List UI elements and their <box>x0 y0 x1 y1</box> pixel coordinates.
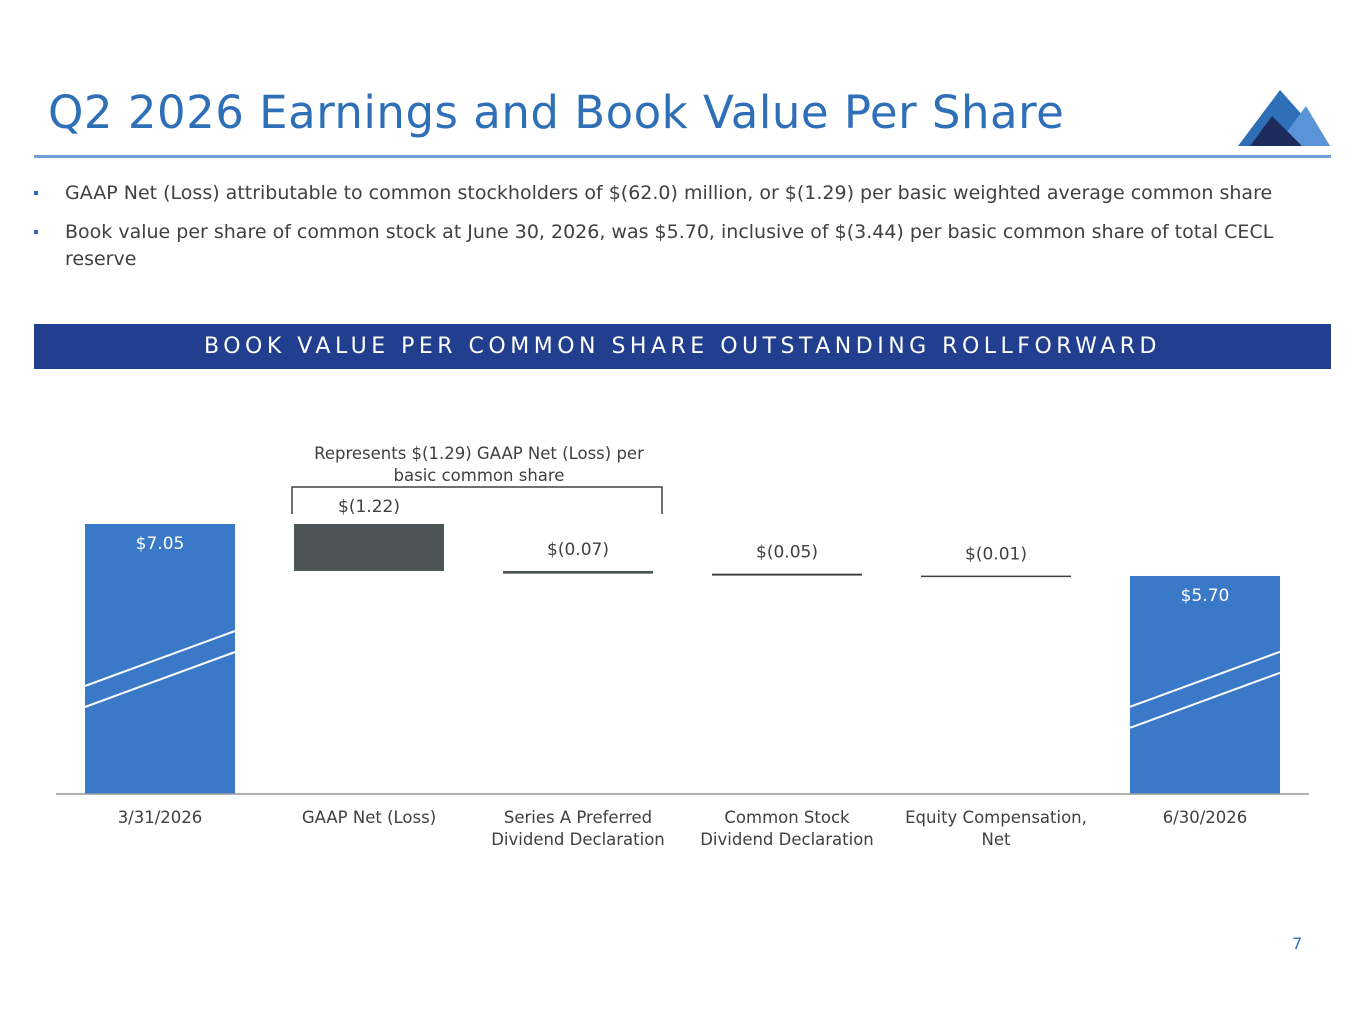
bullet-item: Book value per share of common stock at … <box>34 219 1309 273</box>
category-label: Equity Compensation, <box>905 808 1087 827</box>
data-label: $(0.05) <box>756 543 818 563</box>
bullet-item: GAAP Net (Loss) attributable to common s… <box>34 180 1309 207</box>
category-label: 3/31/2026 <box>118 808 203 827</box>
section-banner: BOOK VALUE PER COMMON SHARE OUTSTANDING … <box>34 324 1331 369</box>
axis-break-line <box>84 651 236 708</box>
axis-break-line <box>84 630 236 687</box>
data-label: $(1.22) <box>338 497 400 517</box>
bullet-list: GAAP Net (Loss) attributable to common s… <box>34 180 1309 285</box>
annotation-bracket <box>291 486 663 514</box>
category-label: GAAP Net (Loss) <box>302 808 436 827</box>
category-label: 6/30/2026 <box>1163 808 1248 827</box>
category-label: Dividend Declaration <box>700 830 874 849</box>
data-label: $5.70 <box>1181 586 1230 606</box>
slide-title: Q2 2026 Earnings and Book Value Per Shar… <box>48 86 1065 139</box>
bullet-text: Book value per share of common stock at … <box>65 221 1274 270</box>
title-divider <box>34 155 1331 158</box>
bar-total <box>1130 575 1280 794</box>
page-number: 7 <box>1292 934 1303 953</box>
category-label: Series A Preferred <box>504 808 652 827</box>
axis-break-line <box>1129 671 1281 729</box>
bar-delta <box>503 570 653 574</box>
category-label: Dividend Declaration <box>491 830 665 849</box>
data-label: $(0.07) <box>547 540 609 560</box>
data-label: $(0.01) <box>965 545 1027 565</box>
annotation-text: Represents $(1.29) GAAP Net (Loss) per <box>314 444 644 463</box>
axis-break-line <box>1129 650 1281 708</box>
bullet-text: GAAP Net (Loss) attributable to common s… <box>65 182 1273 204</box>
bullet-square-icon <box>34 191 38 195</box>
bullet-square-icon <box>34 230 38 234</box>
annotation-text: basic common share <box>394 466 565 485</box>
data-label: $7.05 <box>136 534 185 554</box>
mountain-logo-icon <box>1238 90 1330 146</box>
bar-delta <box>294 524 444 571</box>
category-label: Common Stock <box>724 808 850 827</box>
bar-delta <box>921 575 1071 578</box>
category-label: Net <box>982 830 1011 849</box>
bar-delta <box>712 573 862 576</box>
